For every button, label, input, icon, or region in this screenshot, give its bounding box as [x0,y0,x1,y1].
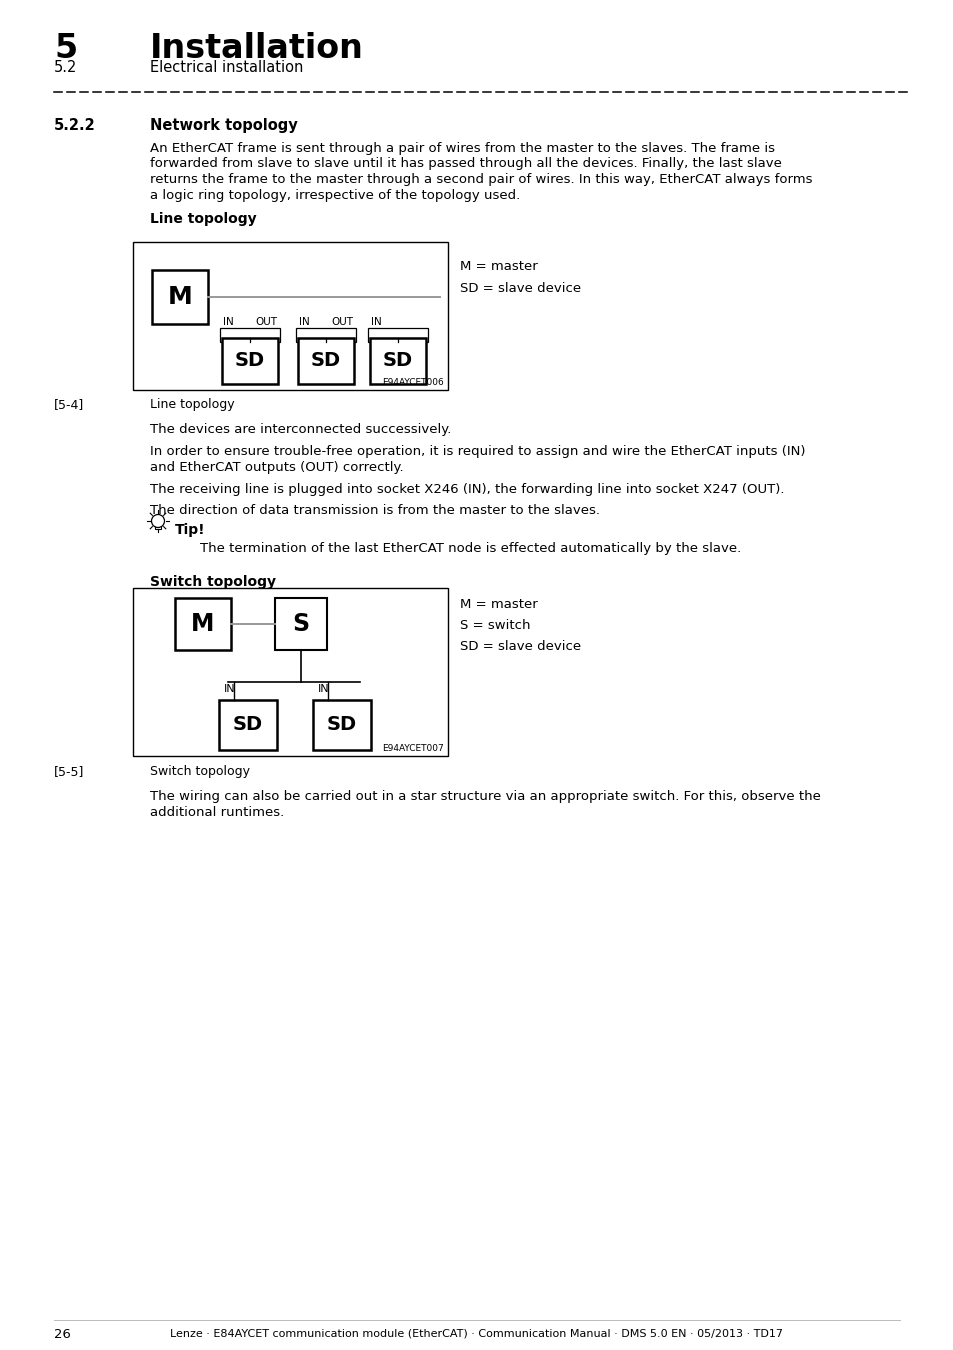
Bar [152,270,208,324]
Text: 5: 5 [54,32,77,65]
Text: SD: SD [234,351,265,370]
Text: M: M [168,285,193,309]
Text: SD: SD [382,351,413,370]
Bar [313,701,371,751]
Text: SD: SD [233,716,263,734]
Text: Line topology: Line topology [150,398,234,410]
Text: The wiring can also be carried out in a star structure via an appropriate switch: The wiring can also be carried out in a … [150,790,820,803]
Text: OUT: OUT [331,317,353,327]
Text: and EtherCAT outputs (OUT) correctly.: and EtherCAT outputs (OUT) correctly. [150,460,403,474]
Text: Line topology: Line topology [150,212,256,225]
Bar [132,242,448,390]
Text: 5.2: 5.2 [54,59,77,76]
Bar [295,328,355,342]
Text: SD: SD [311,351,341,370]
Bar [297,338,354,383]
Bar [368,328,428,342]
Text: Tip!: Tip! [174,522,206,537]
Text: additional runtimes.: additional runtimes. [150,806,284,819]
Text: [5-5]: [5-5] [54,765,84,778]
Text: An EtherCAT frame is sent through a pair of wires from the master to the slaves.: An EtherCAT frame is sent through a pair… [150,142,774,155]
Text: The termination of the last EtherCAT node is effected automatically by the slave: The termination of the last EtherCAT nod… [200,541,740,555]
Text: M = master: M = master [459,261,537,273]
Text: Switch topology: Switch topology [150,765,250,778]
Text: a logic ring topology, irrespective of the topology used.: a logic ring topology, irrespective of t… [150,189,519,201]
Text: Switch topology: Switch topology [150,575,275,589]
Text: In order to ensure trouble-free operation, it is required to assign and wire the: In order to ensure trouble-free operatio… [150,446,804,458]
Text: forwarded from slave to slave until it has passed through all the devices. Final: forwarded from slave to slave until it h… [150,158,781,170]
Ellipse shape [152,514,164,528]
Bar [222,338,277,383]
Text: 26: 26 [54,1328,71,1341]
Text: OUT: OUT [254,317,276,327]
Bar [174,598,231,649]
Text: M: M [192,612,214,636]
Text: SD: SD [327,716,356,734]
Text: S: S [293,612,309,636]
Text: M = master: M = master [459,598,537,612]
Text: IN: IN [370,317,381,327]
Text: Installation: Installation [150,32,363,65]
Text: E94AYCET006: E94AYCET006 [382,378,443,387]
Bar [370,338,426,383]
Text: SD = slave device: SD = slave device [459,640,580,653]
Text: [5-4]: [5-4] [54,398,84,410]
Bar [154,525,161,529]
Text: Electrical installation: Electrical installation [150,59,303,76]
Bar [274,598,327,649]
Text: E94AYCET007: E94AYCET007 [382,744,443,753]
Text: IN: IN [318,684,330,694]
Text: The devices are interconnected successively.: The devices are interconnected successiv… [150,423,451,436]
Text: The receiving line is plugged into socket X246 (IN), the forwarding line into so: The receiving line is plugged into socke… [150,483,783,495]
Text: Lenze · E84AYCET communication module (EtherCAT) · Communication Manual · DMS 5.: Lenze · E84AYCET communication module (E… [171,1328,782,1338]
Text: IN: IN [222,317,233,327]
Text: returns the frame to the master through a second pair of wires. In this way, Eth: returns the frame to the master through … [150,173,812,186]
Text: IN: IN [298,317,309,327]
Bar [219,701,276,751]
Text: 5.2.2: 5.2.2 [54,117,95,134]
Bar [132,589,448,756]
Text: The direction of data transmission is from the master to the slaves.: The direction of data transmission is fr… [150,504,599,517]
Text: IN: IN [224,684,235,694]
Bar [220,328,280,342]
Text: Network topology: Network topology [150,117,297,134]
Text: S = switch: S = switch [459,620,530,632]
Text: SD = slave device: SD = slave device [459,282,580,296]
